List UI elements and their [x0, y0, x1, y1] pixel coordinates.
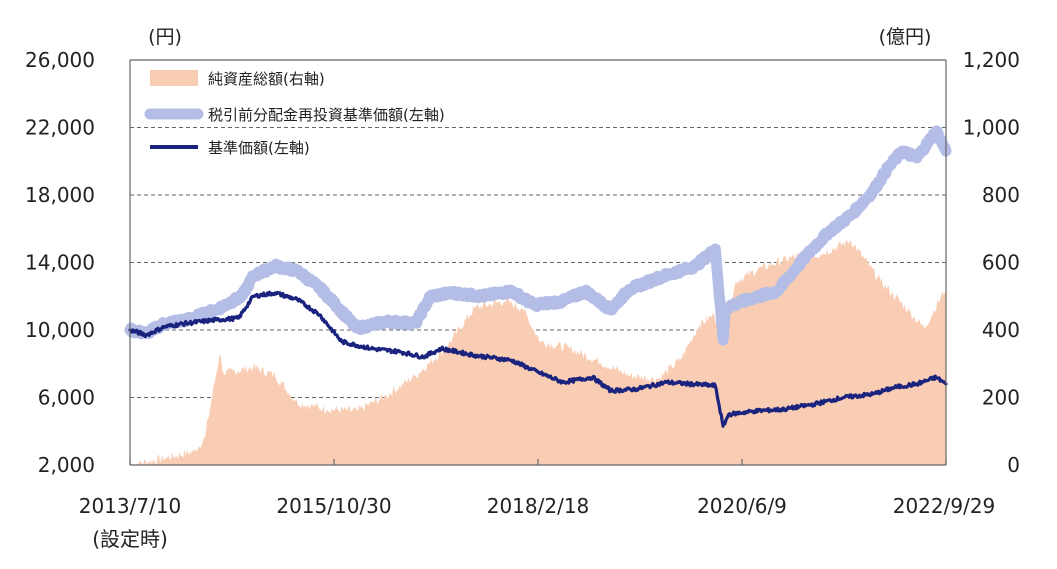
- left-axis-unit: (円): [148, 26, 182, 48]
- right-axis-tick-label: 0: [1007, 453, 1020, 477]
- nav-reinvested-line: [124, 125, 952, 346]
- x-axis-tick-label: 2015/10/30: [276, 494, 391, 518]
- legend: 純資産総額(右軸) 税引前分配金再投資基準価額(左軸) 基準価額(左軸): [144, 70, 445, 157]
- nav-lines-layer: [124, 125, 952, 428]
- x-axis-tick-label: 2013/7/10: [79, 494, 182, 518]
- x-axis-tick-label: 2022/9/29: [893, 494, 996, 518]
- legend-label-nav-reinvested: 税引前分配金再投資基準価額(左軸): [208, 106, 445, 124]
- left-axis-tick-label: 2,000: [38, 453, 95, 477]
- x-axis-start-note: (設定時): [92, 527, 168, 551]
- nav-line: [128, 290, 948, 428]
- x-axis-ticks: 2013/7/10 2015/10/30 2018/2/18 2020/6/9 2022…: [79, 459, 996, 518]
- left-axis-tick-label: 22,000: [25, 116, 95, 140]
- left-axis-tick-label: 14,000: [25, 251, 95, 275]
- legend-label-net-assets: 純資産総額(右軸): [208, 70, 325, 88]
- x-axis-tick-label: 2020/6/9: [697, 494, 787, 518]
- legend-swatch-net-assets: [150, 70, 198, 86]
- left-axis-tick-label: 6,000: [38, 386, 95, 410]
- right-axis-tick-label: 400: [982, 318, 1020, 342]
- x-axis-tick-label: 2018/2/18: [487, 494, 590, 518]
- left-axis-ticks: 2,000 6,000 10,000 14,000 18,000 22,000 26,000: [25, 48, 95, 477]
- right-axis-tick-label: 1,200: [963, 48, 1020, 72]
- right-axis-ticks: 0 200 400 600 800 1,000 1,200: [963, 48, 1020, 477]
- right-axis-tick-label: 800: [982, 183, 1020, 207]
- legend-label-nav: 基準価額(左軸): [208, 139, 310, 157]
- right-axis-tick-label: 1,000: [963, 116, 1020, 140]
- right-axis-unit: (億円): [879, 26, 932, 48]
- left-axis-tick-label: 26,000: [25, 48, 95, 72]
- right-axis-tick-label: 200: [982, 386, 1020, 410]
- left-axis-tick-label: 18,000: [25, 183, 95, 207]
- right-axis-tick-label: 600: [982, 251, 1020, 275]
- left-axis-tick-label: 10,000: [25, 318, 95, 342]
